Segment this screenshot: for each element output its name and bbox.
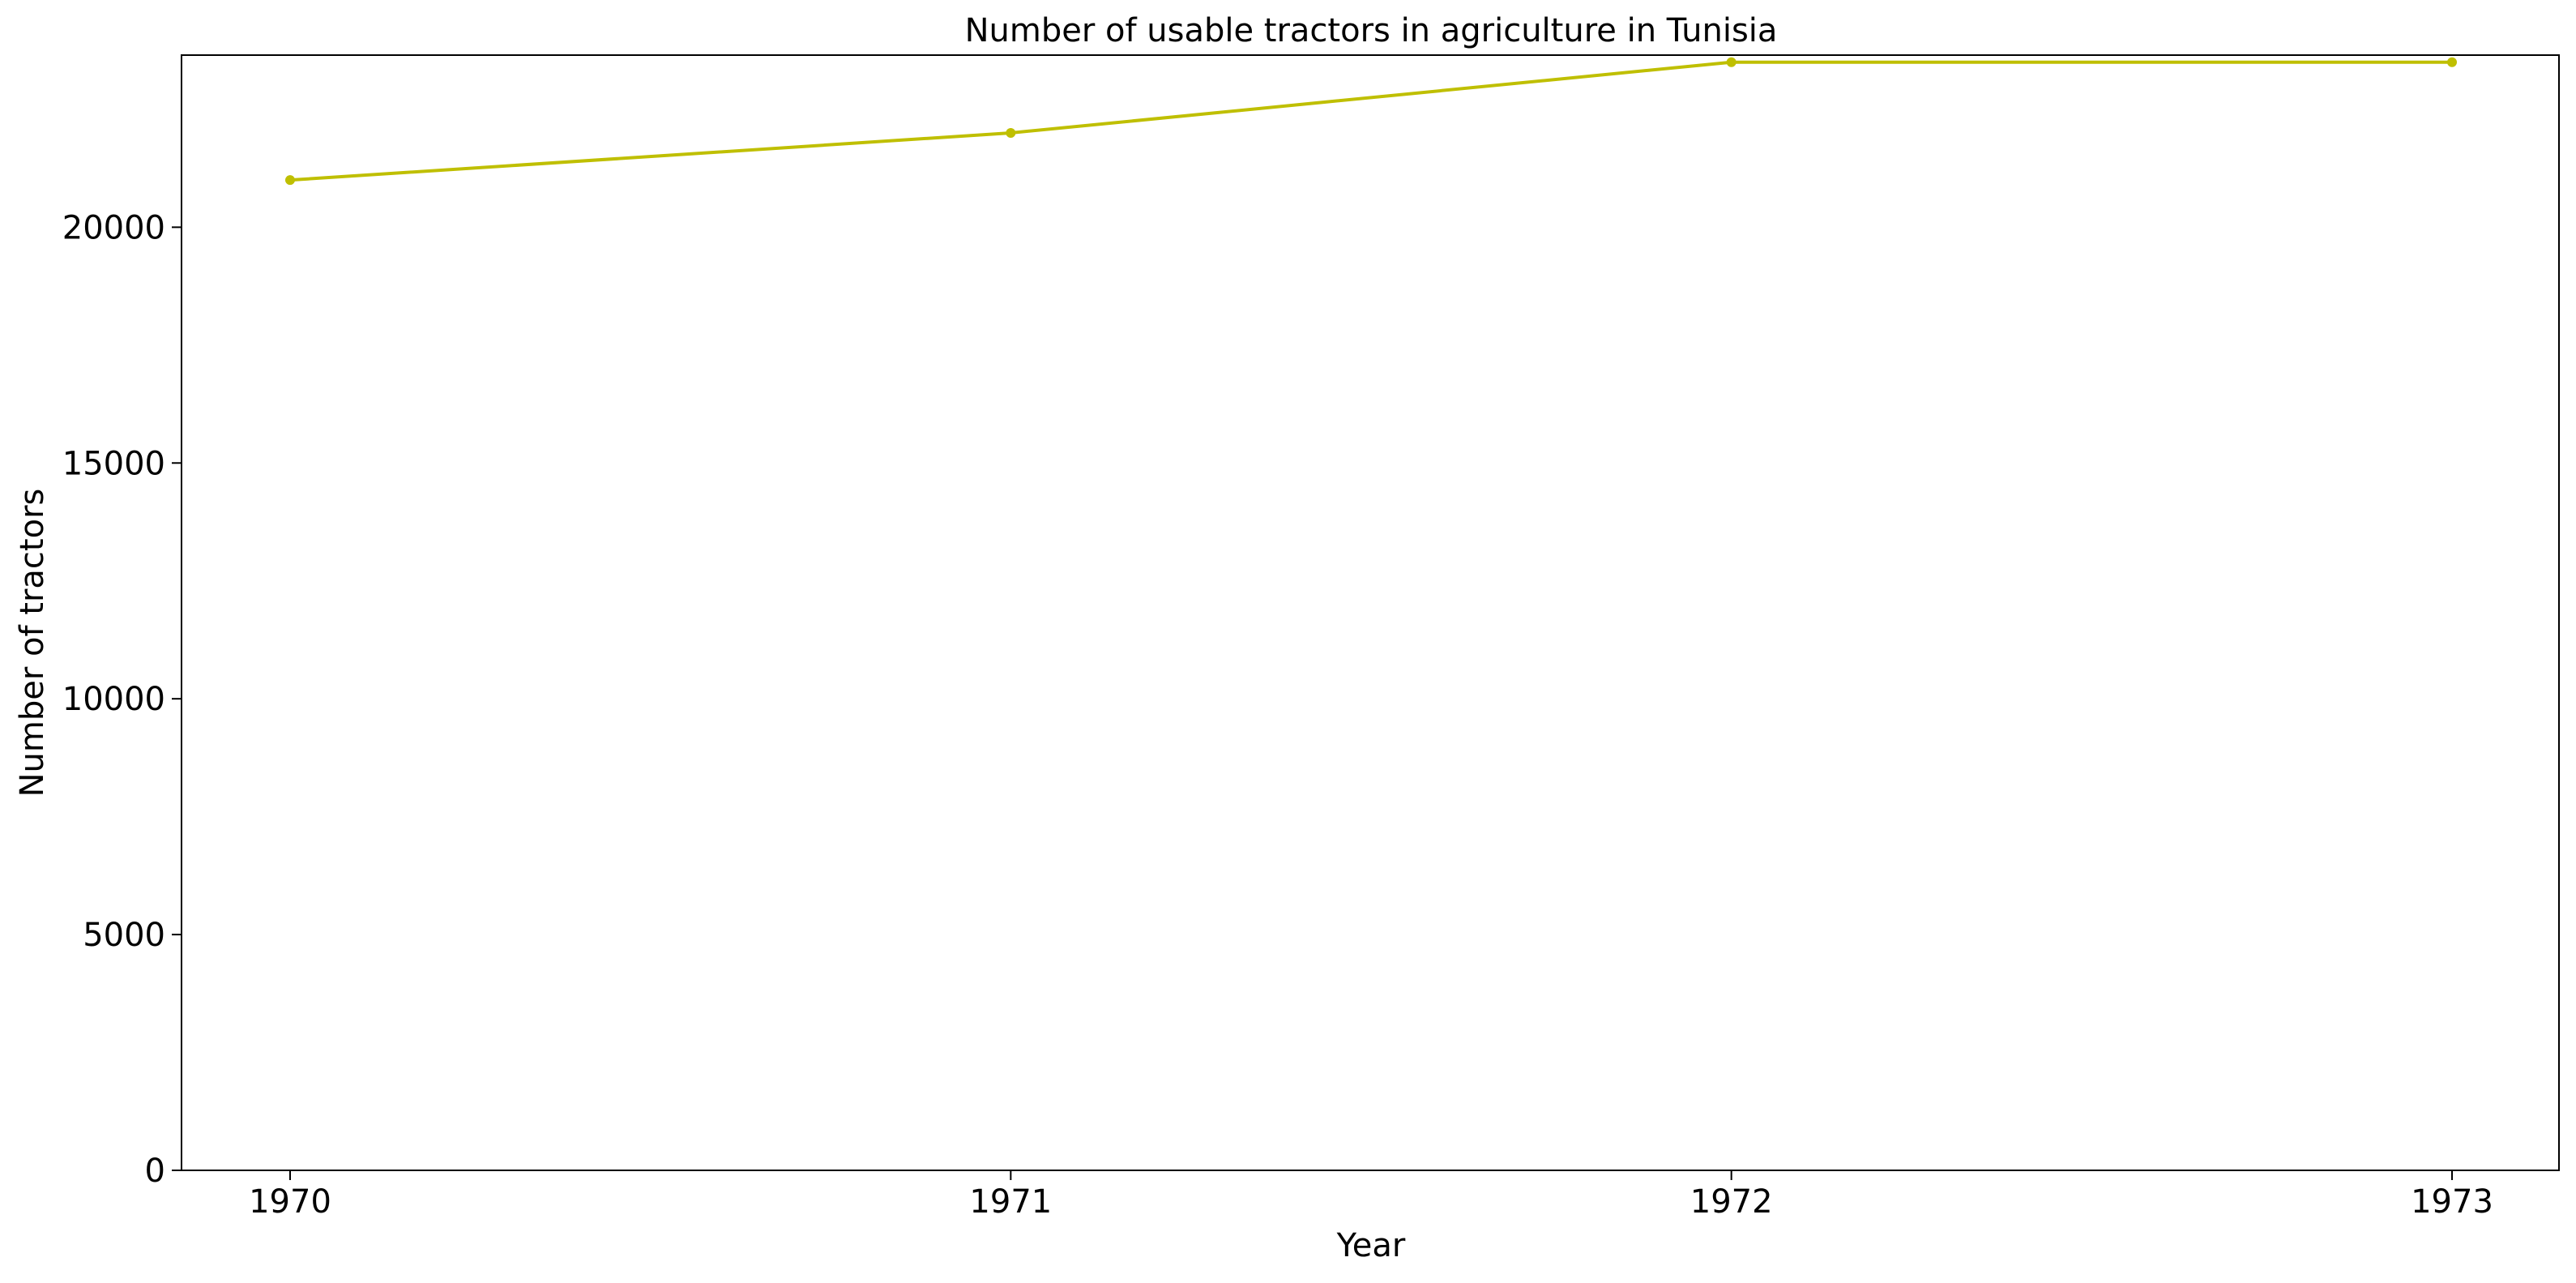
data-point bbox=[1006, 128, 1016, 138]
plot-frame bbox=[181, 54, 2560, 1171]
data-point bbox=[285, 175, 295, 186]
x-axis-label: Year bbox=[1336, 1227, 1406, 1264]
x-tick-label: 1973 bbox=[2411, 1183, 2493, 1221]
plot-area bbox=[181, 54, 2560, 1171]
x-tick-label: 1971 bbox=[969, 1183, 1052, 1221]
y-tick-label: 5000 bbox=[83, 917, 165, 954]
x-tick-label: 1972 bbox=[1690, 1183, 1773, 1221]
y-tick-label: 0 bbox=[145, 1153, 165, 1190]
series-line bbox=[289, 60, 2452, 182]
y-tick-label: 10000 bbox=[62, 681, 165, 718]
y-axis-label: Number of tractors bbox=[14, 489, 51, 798]
chart-title: Number of usable tractors in agriculture… bbox=[965, 12, 1778, 49]
y-tick-label: 20000 bbox=[62, 209, 165, 246]
y-axis: 0 5000 10000 15000 20000 bbox=[62, 209, 182, 1190]
x-tick-label: 1970 bbox=[249, 1183, 331, 1221]
series-layer bbox=[285, 57, 2457, 186]
data-point bbox=[1726, 57, 1737, 67]
y-tick-label: 15000 bbox=[62, 445, 165, 482]
data-point bbox=[2447, 57, 2457, 67]
x-axis: 1970 1971 1972 1973 bbox=[249, 1170, 2493, 1221]
